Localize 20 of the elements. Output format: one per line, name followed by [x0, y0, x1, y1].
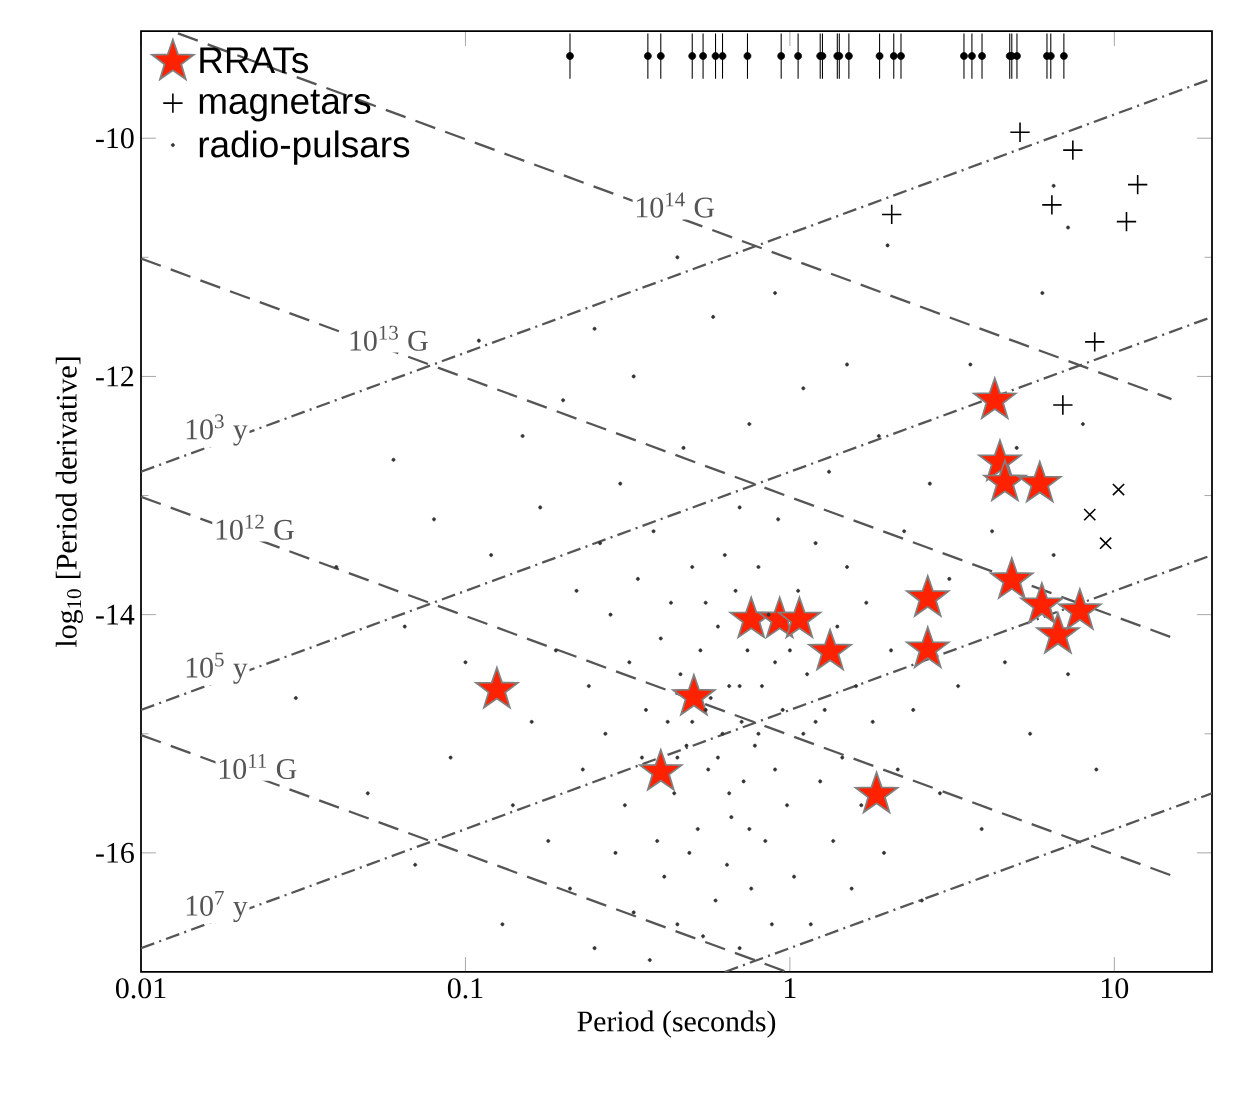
legend-label: magnetars	[199, 89, 371, 122]
legend-label: RRATs	[200, 47, 309, 74]
y-tick-label: -14	[96, 604, 135, 625]
x-tick-label: 1	[785, 978, 796, 998]
series-label: 10$^{7}$ y	[186, 890, 248, 923]
y-axis-title: log$_{10}$ [Period derivative]	[55, 357, 83, 648]
x-tick-label: 10	[1102, 978, 1129, 999]
series-label: 10$^{3}$ y	[186, 414, 248, 446]
x-tick-label: 0.01	[115, 978, 166, 999]
y-tick-label: -10	[96, 128, 134, 149]
y-tick-label: -12	[96, 366, 134, 387]
series-label: 10$^{14}$ G	[636, 192, 715, 218]
x-tick-label: 0.1	[447, 978, 483, 999]
series-label: 10$^{13}$ G	[350, 325, 428, 351]
x-axis-title: Period (seconds)	[577, 1010, 776, 1038]
series-label: 10$^{11}$ G	[219, 753, 297, 780]
legend-label: radio-pulsars	[199, 130, 410, 165]
series-label: 10$^{12}$ G	[216, 514, 294, 540]
series-label: 10$^{5}$ y	[186, 652, 248, 684]
y-tick-label: -16	[96, 842, 134, 863]
